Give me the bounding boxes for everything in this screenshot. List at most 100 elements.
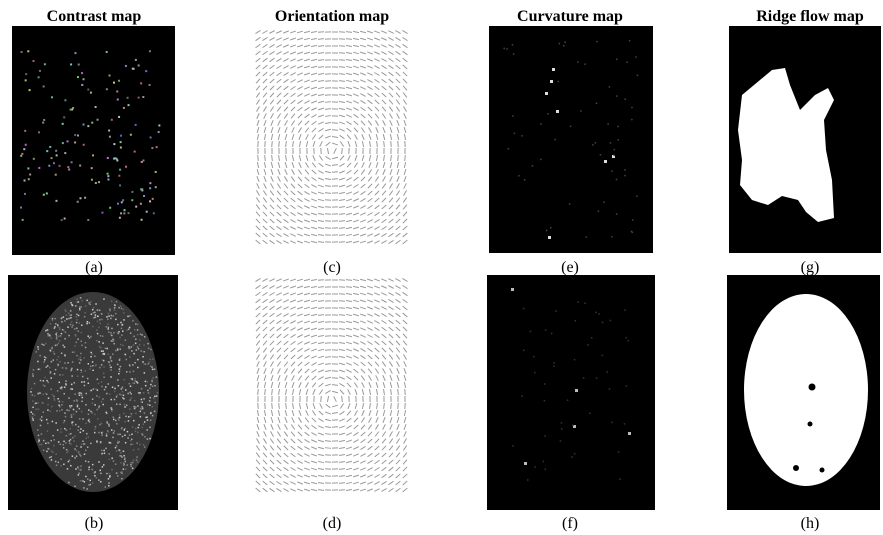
speckle	[143, 444, 145, 446]
speckle	[145, 385, 147, 387]
speckle	[611, 170, 613, 172]
orientation-dash	[339, 178, 345, 180]
orientation-dash	[403, 79, 407, 83]
orientation-dash	[290, 59, 295, 61]
speckle	[136, 442, 138, 444]
speckle	[144, 436, 146, 438]
speckle	[118, 80, 120, 82]
orientation-dash	[376, 134, 378, 140]
speckle	[72, 421, 74, 423]
speckle	[86, 323, 88, 325]
orientation-dash	[361, 177, 365, 181]
orientation-dash	[381, 320, 386, 323]
orientation-dash	[375, 86, 380, 89]
orientation-dash	[376, 375, 379, 380]
speckle	[115, 313, 117, 315]
orientation-dash	[277, 334, 282, 338]
orientation-dash	[304, 107, 309, 110]
speckle	[99, 470, 101, 472]
speckle	[134, 329, 136, 331]
speckle	[113, 332, 115, 334]
orientation-dash	[298, 191, 303, 195]
orientation-dash	[270, 191, 273, 196]
speckle	[57, 398, 59, 400]
speckle	[156, 376, 158, 378]
orientation-dash	[396, 306, 401, 309]
speckle	[154, 411, 156, 413]
orientation-dash	[297, 468, 302, 471]
orientation-dash	[368, 177, 372, 182]
speckle	[124, 435, 126, 437]
speckle	[78, 64, 80, 66]
speckle	[132, 378, 134, 380]
speckle	[616, 213, 618, 215]
speckle	[58, 356, 60, 358]
speckle	[119, 359, 121, 361]
orientation-dash	[262, 31, 267, 34]
orientation-dash	[404, 361, 407, 366]
ridge-hole	[809, 384, 816, 391]
orientation-dash	[361, 432, 365, 436]
speckle	[152, 358, 154, 360]
orientation-dash	[264, 382, 265, 388]
orientation-dash	[384, 155, 385, 161]
orientation-dash	[265, 403, 266, 409]
orientation-dash	[304, 38, 310, 39]
orientation-dash	[389, 233, 394, 236]
speckle	[99, 396, 101, 398]
speckle	[67, 362, 69, 364]
orientation-dash	[305, 128, 309, 133]
curvature-point	[604, 160, 607, 163]
speckle	[22, 219, 24, 221]
speckle	[46, 192, 48, 194]
speckle	[90, 301, 92, 303]
orientation-dash	[298, 425, 302, 430]
orientation-dash	[360, 94, 365, 97]
orientation-dash	[298, 100, 303, 103]
orientation-dash	[263, 190, 266, 195]
speckle	[43, 361, 45, 363]
speckle	[49, 457, 51, 459]
speckle	[555, 310, 557, 312]
speckle	[88, 383, 90, 385]
speckle	[635, 56, 637, 58]
orientation-dash	[361, 369, 365, 373]
speckle	[134, 362, 136, 364]
speckle	[118, 175, 120, 177]
speckle	[120, 462, 122, 464]
orientation-dash	[270, 439, 273, 444]
speckle	[51, 96, 53, 98]
orientation-dash	[375, 439, 379, 443]
speckle	[125, 65, 127, 67]
orientation-dash	[339, 81, 345, 82]
orientation-dash	[279, 403, 280, 409]
orientation-dash	[339, 60, 345, 61]
panel-title: Ridge flow map	[756, 8, 864, 25]
speckle	[118, 418, 120, 420]
speckle	[61, 318, 63, 320]
speckle	[31, 388, 33, 390]
orientation-dash	[325, 455, 331, 456]
orientation-dash	[325, 164, 331, 166]
orientation-dash	[374, 489, 379, 492]
orientation-dash	[304, 101, 309, 104]
speckle	[110, 358, 112, 360]
speckle	[61, 386, 63, 388]
speckle	[596, 377, 598, 379]
orientation-dash	[369, 417, 372, 422]
speckle	[136, 456, 138, 458]
speckle	[119, 169, 121, 171]
orientation-dash	[396, 93, 400, 98]
speckle	[37, 346, 39, 348]
orientation-dash	[398, 389, 399, 395]
orientation-dash	[292, 169, 295, 174]
orientation-dash	[389, 226, 394, 230]
speckle	[521, 135, 523, 137]
speckle	[108, 313, 110, 315]
orientation-dash	[284, 460, 289, 464]
speckle	[577, 61, 579, 63]
orientation-dash	[299, 155, 300, 161]
speckle	[149, 404, 151, 406]
orientation-dash	[283, 72, 288, 75]
speckle	[76, 445, 78, 447]
